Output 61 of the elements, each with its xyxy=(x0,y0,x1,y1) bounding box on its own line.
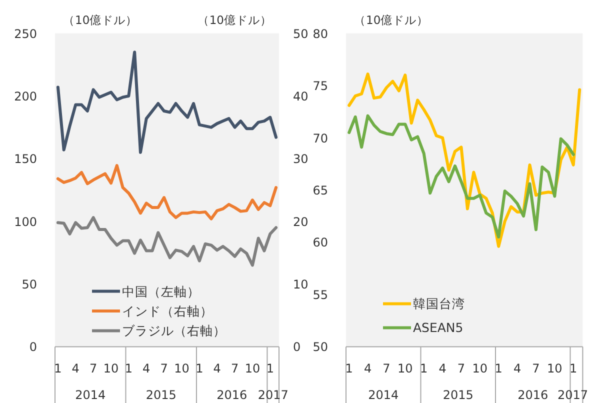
x-tick-label: 4 xyxy=(72,362,80,376)
y2-tick-label: 0 xyxy=(293,340,301,354)
x-tick-label: 1 xyxy=(494,362,502,376)
y-tick-label: 65 xyxy=(312,184,328,198)
x-tick-label: 10 xyxy=(103,362,119,376)
y2-tick-label: 20 xyxy=(293,214,308,229)
y-tick-label: 100 xyxy=(14,214,37,229)
y-tick-label: 60 xyxy=(312,236,328,250)
text: 2014 xyxy=(75,388,106,402)
x-tick-label: 10 xyxy=(174,362,190,376)
x-tick-label: 4 xyxy=(142,362,150,376)
legend-label: インド（右軸） xyxy=(122,304,213,318)
x-tick-label: 10 xyxy=(398,362,413,376)
x-tick-label: 1 xyxy=(345,362,353,376)
legend-label: 中国（左軸） xyxy=(122,284,200,299)
y-tick-label: 70 xyxy=(312,131,328,146)
y-tick-label: 80 xyxy=(312,26,328,41)
y2-axis-title: （10億ドル） xyxy=(197,13,272,27)
x-tick-label: 4 xyxy=(438,362,446,376)
x-tick-label: 1 xyxy=(196,362,204,376)
x-tick-label: 7 xyxy=(160,362,168,376)
legend-label: ブラジル（右軸） xyxy=(122,323,226,338)
x-tick-label: 7 xyxy=(382,362,390,376)
x-tick-label: 1 xyxy=(266,362,274,376)
y-axis-title: （10億ドル） xyxy=(354,13,429,27)
x-tick-label: 1 xyxy=(570,362,578,376)
y2-tick-label: 30 xyxy=(293,152,308,166)
x-tick-label: 7 xyxy=(457,362,466,376)
text: 2016 xyxy=(216,388,248,402)
text: 2017 xyxy=(557,388,588,402)
y-tick-label: 50 xyxy=(312,340,328,354)
x-tick-label: 1 xyxy=(54,362,62,376)
x-tick-label: 10 xyxy=(244,362,260,376)
x-tick-label: 10 xyxy=(472,362,488,376)
y-tick-label: 75 xyxy=(312,79,328,94)
text: 2014 xyxy=(368,388,399,402)
x-tick-label: 10 xyxy=(547,362,562,376)
y-tick-label: 0 xyxy=(29,340,37,354)
text: 2017 xyxy=(258,388,288,402)
y-tick-label: 50 xyxy=(22,278,37,292)
legend-label: 韓国台湾 xyxy=(413,296,465,312)
y-tick-label: 55 xyxy=(312,288,328,302)
x-tick-label: 7 xyxy=(89,362,98,376)
x-tick-label: 1 xyxy=(124,362,133,376)
x-tick-label: 4 xyxy=(513,362,522,376)
y2-tick-label: 50 xyxy=(293,26,308,41)
text: 2015 xyxy=(442,388,474,402)
x-tick-label: 4 xyxy=(213,362,221,376)
y-tick-label: 250 xyxy=(14,26,37,41)
y-axis-title: （10億ドル） xyxy=(63,13,138,27)
y-tick-label: 150 xyxy=(14,152,37,166)
x-tick-label: 1 xyxy=(420,362,428,376)
y2-tick-label: 10 xyxy=(293,278,308,292)
text: 2015 xyxy=(146,388,176,402)
y-tick-label: 200 xyxy=(14,89,37,104)
x-tick-label: 7 xyxy=(532,362,540,376)
x-tick-label: 7 xyxy=(230,362,239,376)
text: 2016 xyxy=(518,388,548,402)
legend-label: ASEAN5 xyxy=(413,320,464,336)
y2-tick-label: 40 xyxy=(293,89,308,104)
x-tick-label: 4 xyxy=(364,362,372,376)
